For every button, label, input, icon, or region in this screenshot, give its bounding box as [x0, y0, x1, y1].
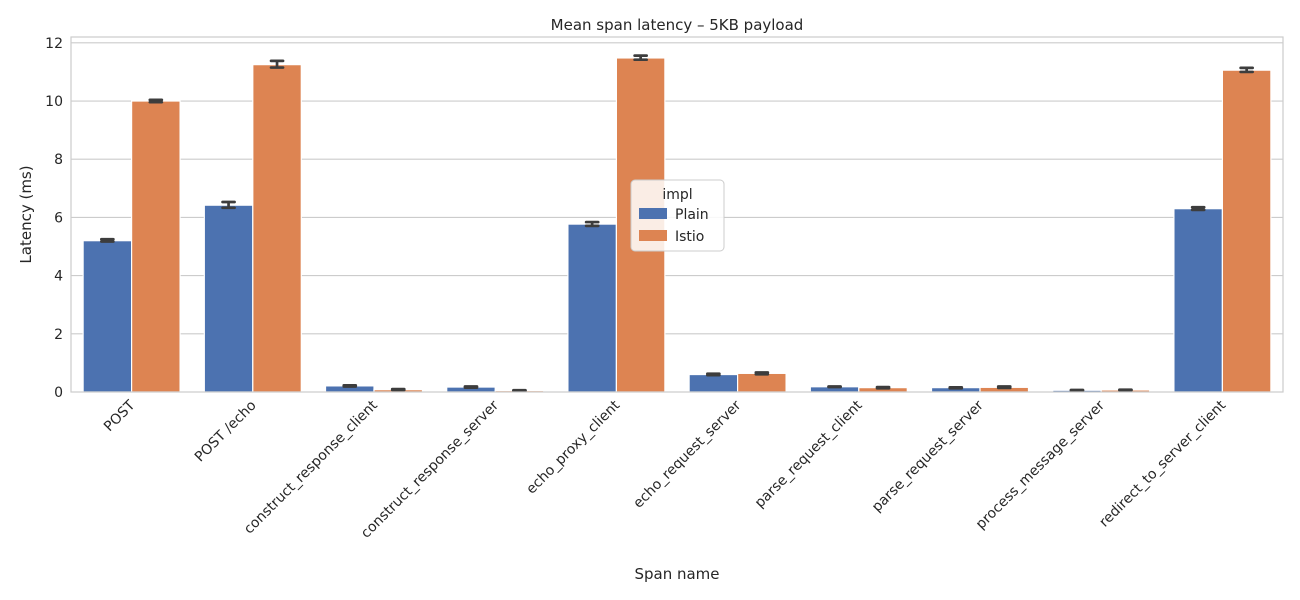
y-tick-label: 0 — [54, 385, 63, 401]
legend-swatch-istio — [639, 230, 667, 241]
bar-plain — [203, 204, 254, 393]
chart-title: Mean span latency – 5KB payload — [551, 16, 804, 34]
legend-label-plain: Plain — [675, 207, 709, 223]
y-tick-label: 8 — [54, 152, 63, 168]
y-tick-label: 4 — [54, 269, 63, 285]
bar-istio — [131, 100, 181, 393]
bar-istio — [736, 372, 787, 393]
bar-plain — [82, 240, 133, 393]
bar-plain — [1173, 208, 1224, 393]
y-axis-label: Latency (ms) — [17, 165, 35, 263]
y-tick-label: 12 — [45, 36, 63, 52]
bar-istio — [252, 64, 302, 393]
bar-plain — [567, 223, 617, 393]
y-tick-label: 10 — [45, 94, 63, 110]
bar-plain — [688, 373, 739, 393]
y-tick-label: 2 — [54, 327, 63, 343]
error-bars — [100, 54, 1254, 393]
plot-frame — [70, 36, 1284, 393]
legend-title: impl — [662, 187, 692, 203]
x-axis-label: Span name — [634, 565, 719, 583]
legend-label-istio: Istio — [675, 229, 704, 245]
legend-swatch-plain — [639, 208, 667, 219]
legend: impl Plain Istio — [630, 179, 725, 252]
bar-istio — [1221, 69, 1272, 393]
y-tick-label: 6 — [54, 210, 63, 226]
y-tick-labels: 0 2 4 6 8 10 12 — [45, 36, 63, 401]
